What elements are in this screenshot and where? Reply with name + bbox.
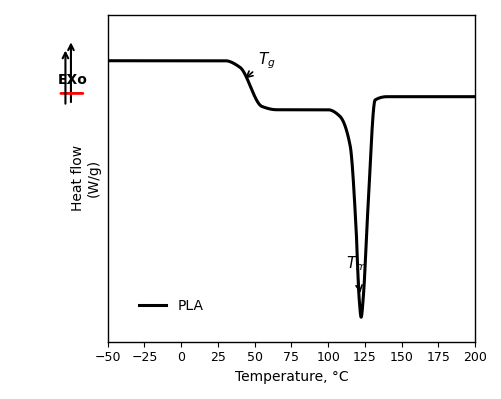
Text: $T_g$: $T_g$ (246, 50, 275, 77)
Text: EXo: EXo (58, 73, 88, 87)
X-axis label: Temperature, °C: Temperature, °C (234, 370, 348, 384)
Y-axis label: Heat flow
(W/g): Heat flow (W/g) (71, 145, 101, 211)
Legend: PLA: PLA (133, 293, 208, 318)
Text: $T_m$: $T_m$ (345, 254, 366, 291)
